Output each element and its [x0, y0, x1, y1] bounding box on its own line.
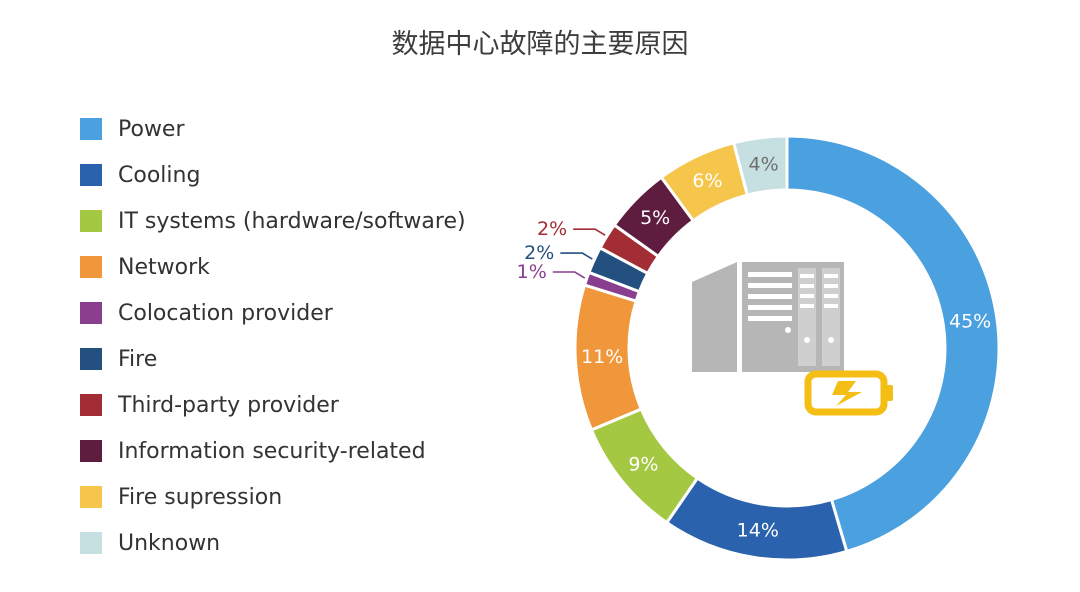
server-slot — [748, 283, 792, 288]
slice-label-power: 45% — [949, 311, 991, 333]
slice-label-colocation-provider: 1% — [517, 261, 547, 283]
server-bay-slot — [824, 304, 838, 308]
server-led — [804, 337, 810, 343]
legend-label-third-party: Third-party provider — [118, 392, 339, 418]
legend-item-cooling: Cooling — [80, 152, 466, 198]
legend-swatch-colocation — [80, 302, 102, 324]
donut-slices — [573, 134, 1001, 562]
server-bay-slot — [800, 284, 814, 288]
battery-body — [804, 370, 888, 416]
server-side-panel — [692, 262, 737, 372]
chart-title: 数据中心故障的主要原因 — [391, 29, 689, 60]
slice-label-it-systems-hardware-software: 9% — [628, 454, 658, 476]
server-bay-slot — [824, 284, 838, 288]
legend-swatch-network — [80, 256, 102, 278]
slice-label-fire: 2% — [524, 242, 554, 264]
legend-swatch-fire-supression — [80, 486, 102, 508]
server-led — [828, 337, 834, 343]
legend-swatch-it-systems — [80, 210, 102, 232]
legend-label-cooling: Cooling — [118, 162, 201, 188]
slice-label-fire-supression: 6% — [692, 170, 722, 192]
legend-swatch-fire — [80, 348, 102, 370]
server-bay — [822, 268, 840, 366]
legend-swatch-infosec — [80, 440, 102, 462]
legend-swatch-cooling — [80, 164, 102, 186]
leader-line-third-party-provider — [573, 228, 606, 236]
legend-label-fire: Fire — [118, 346, 158, 372]
legend-item-colocation: Colocation provider — [80, 290, 466, 336]
legend-item-network: Network — [80, 244, 466, 290]
slice-label-third-party-provider: 2% — [537, 218, 567, 240]
legend-label-it-systems: IT systems (hardware/software) — [118, 208, 466, 234]
legend-label-infosec: Information security-related — [118, 438, 426, 464]
slice-label-unknown: 4% — [749, 153, 779, 175]
slice-labels: 45%14%9%11%1%2%2% 5%6%4% — [517, 153, 992, 541]
battery-tip — [886, 385, 893, 401]
legend-item-fire: Fire — [80, 336, 466, 382]
leader-line-colocation-provider — [552, 271, 586, 279]
legend-item-fire-supression: Fire supression — [80, 474, 466, 520]
legend-item-unknown: Unknown — [80, 520, 466, 566]
server-slot — [748, 272, 792, 277]
legend-swatch-third-party — [80, 394, 102, 416]
server-bay-slot — [800, 304, 814, 308]
server-bay-slot — [800, 294, 814, 298]
server-slot — [748, 294, 792, 299]
legend-item-infosec: Information security-related — [80, 428, 466, 474]
legend-item-power: Power — [80, 106, 466, 152]
legend-swatch-unknown — [80, 532, 102, 554]
legend-label-unknown: Unknown — [118, 530, 221, 556]
server-slot — [748, 316, 792, 321]
legend-label-power: Power — [118, 116, 185, 142]
legend-label-network: Network — [118, 254, 210, 280]
server-battery-icon — [692, 262, 893, 416]
server-bay-slot — [824, 274, 838, 278]
slice-unknown — [731, 134, 789, 197]
server-bay — [798, 268, 816, 366]
legend-item-it-systems: IT systems (hardware/software) — [80, 198, 466, 244]
server-led — [785, 327, 791, 333]
leader-line-fire — [560, 252, 593, 260]
server-bay-slot — [824, 294, 838, 298]
legend-swatch-power — [80, 118, 102, 140]
slice-label-cooling: 14% — [737, 520, 779, 542]
server-bay-slot — [800, 274, 814, 278]
legend-item-third-party: Third-party provider — [80, 382, 466, 428]
legend-label-fire-supression: Fire supression — [118, 484, 283, 510]
slice-label-network: 11% — [581, 346, 623, 368]
slice-label-information-security-related: 5% — [640, 207, 670, 229]
slice-power — [785, 134, 1001, 554]
server-slot — [748, 305, 792, 310]
legend-label-colocation: Colocation provider — [118, 300, 333, 326]
legend: Power Cooling IT systems (hardware/softw… — [80, 106, 466, 566]
battery-bolt — [832, 381, 862, 406]
